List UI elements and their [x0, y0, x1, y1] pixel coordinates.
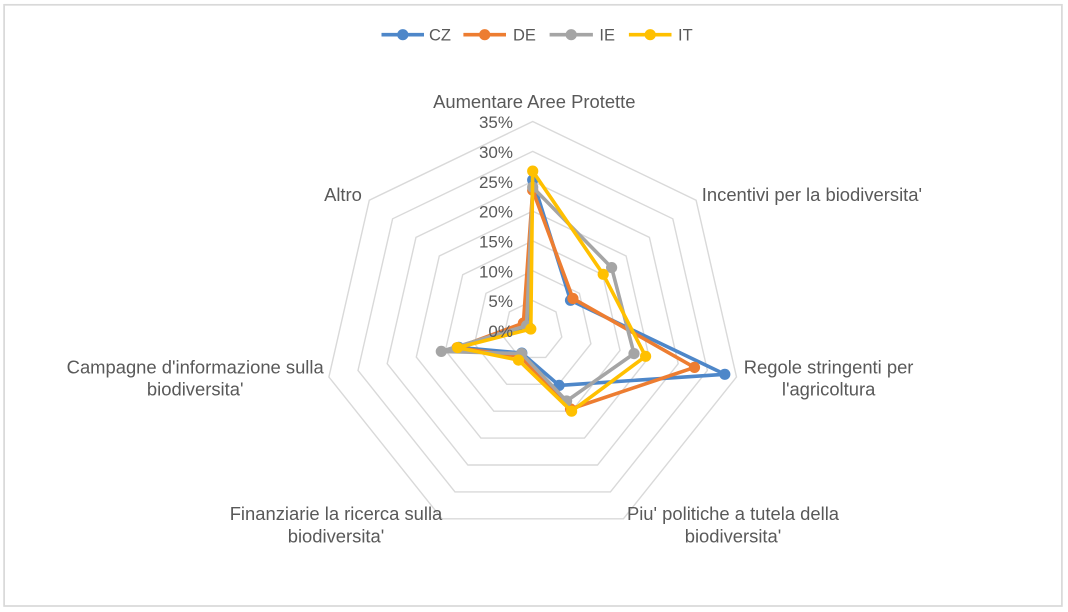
svg-text:25%: 25%	[479, 173, 513, 192]
svg-text:IT: IT	[678, 27, 693, 45]
svg-text:CZ: CZ	[429, 27, 451, 45]
svg-text:IE: IE	[599, 27, 615, 45]
svg-text:biodiversita': biodiversita'	[288, 525, 385, 546]
svg-text:Campagne d'informazione sulla: Campagne d'informazione sulla	[67, 356, 325, 377]
svg-text:biodiversita': biodiversita'	[147, 379, 244, 400]
svg-text:Aumentare Aree Protette: Aumentare Aree Protette	[433, 91, 635, 112]
svg-text:Incentivi per la biodiversita': Incentivi per la biodiversita'	[702, 184, 922, 205]
svg-text:DE: DE	[513, 27, 536, 45]
svg-text:0%: 0%	[488, 322, 513, 341]
svg-text:5%: 5%	[488, 292, 513, 311]
svg-text:Piu' politiche a tutela della: Piu' politiche a tutela della	[627, 503, 840, 524]
svg-text:15%: 15%	[479, 233, 513, 252]
svg-text:biodiversita': biodiversita'	[685, 525, 782, 546]
svg-text:Altro: Altro	[324, 184, 362, 205]
svg-text:Finanziarie la ricerca sulla: Finanziarie la ricerca sulla	[230, 503, 443, 524]
svg-text:20%: 20%	[479, 203, 513, 222]
svg-text:Regole stringenti per: Regole stringenti per	[744, 356, 914, 377]
svg-text:10%: 10%	[479, 262, 513, 281]
svg-text:35%: 35%	[479, 113, 513, 132]
svg-text:30%: 30%	[479, 143, 513, 162]
svg-text:l'agricoltura: l'agricoltura	[782, 379, 876, 400]
